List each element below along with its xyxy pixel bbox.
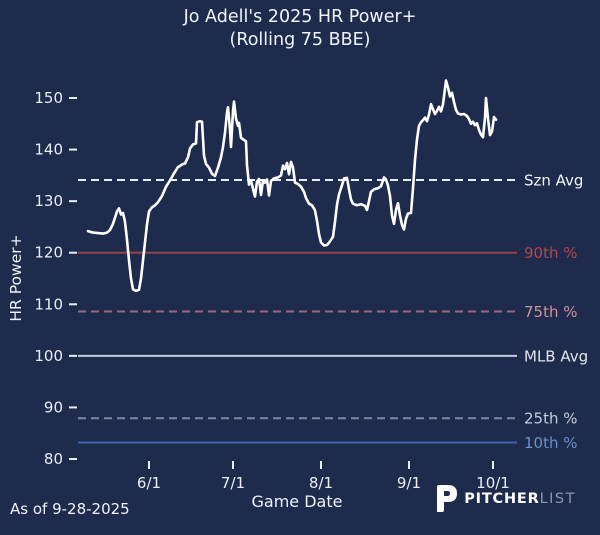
y-tick-label: 110 <box>34 295 63 313</box>
y-tick-label: 120 <box>34 244 63 262</box>
pitcherlist-wordmark-bold: PITCHER <box>464 490 540 507</box>
x-tick-label: 7/1 <box>221 474 245 492</box>
pitcherlist-wordmark-light: LIST <box>539 490 576 507</box>
ref-line-label-25th: 25th % <box>524 410 578 428</box>
chart-title-line1: Jo Adell's 2025 HR Power+ <box>183 7 417 27</box>
y-tick-label: 80 <box>44 450 63 468</box>
ref-line-label-szn-avg: Szn Avg <box>524 171 583 189</box>
y-tick-label: 130 <box>34 192 63 210</box>
ref-line-label-10th: 10th % <box>524 434 578 452</box>
chart-title: Jo Adell's 2025 HR Power+ (Rolling 75 BB… <box>0 6 600 52</box>
pitcherlist-logo: PITCHER LIST <box>435 485 576 512</box>
y-axis-title: HR Power+ <box>7 234 25 321</box>
x-axis-title: Game Date <box>252 492 343 511</box>
y-tick-label: 150 <box>34 89 63 107</box>
y-tick-label: 140 <box>34 141 63 159</box>
x-tick-label: 9/1 <box>397 474 421 492</box>
x-tick-label: 10/1 <box>476 474 510 492</box>
ref-line-label-90th: 90th % <box>524 244 578 262</box>
chart-title-line2: (Rolling 75 BBE) <box>229 30 371 50</box>
x-tick-label: 6/1 <box>137 474 161 492</box>
as-of-date: As of 9-28-2025 <box>10 500 130 518</box>
y-tick-label: 100 <box>34 347 63 365</box>
x-tick-label: 8/1 <box>309 474 333 492</box>
data-line <box>86 79 498 293</box>
y-tick-label: 90 <box>44 398 63 416</box>
pitcherlist-p-icon <box>437 485 458 512</box>
ref-line-label-mlb-avg: MLB Avg <box>524 347 588 365</box>
ref-line-label-75th: 75th % <box>524 303 578 321</box>
